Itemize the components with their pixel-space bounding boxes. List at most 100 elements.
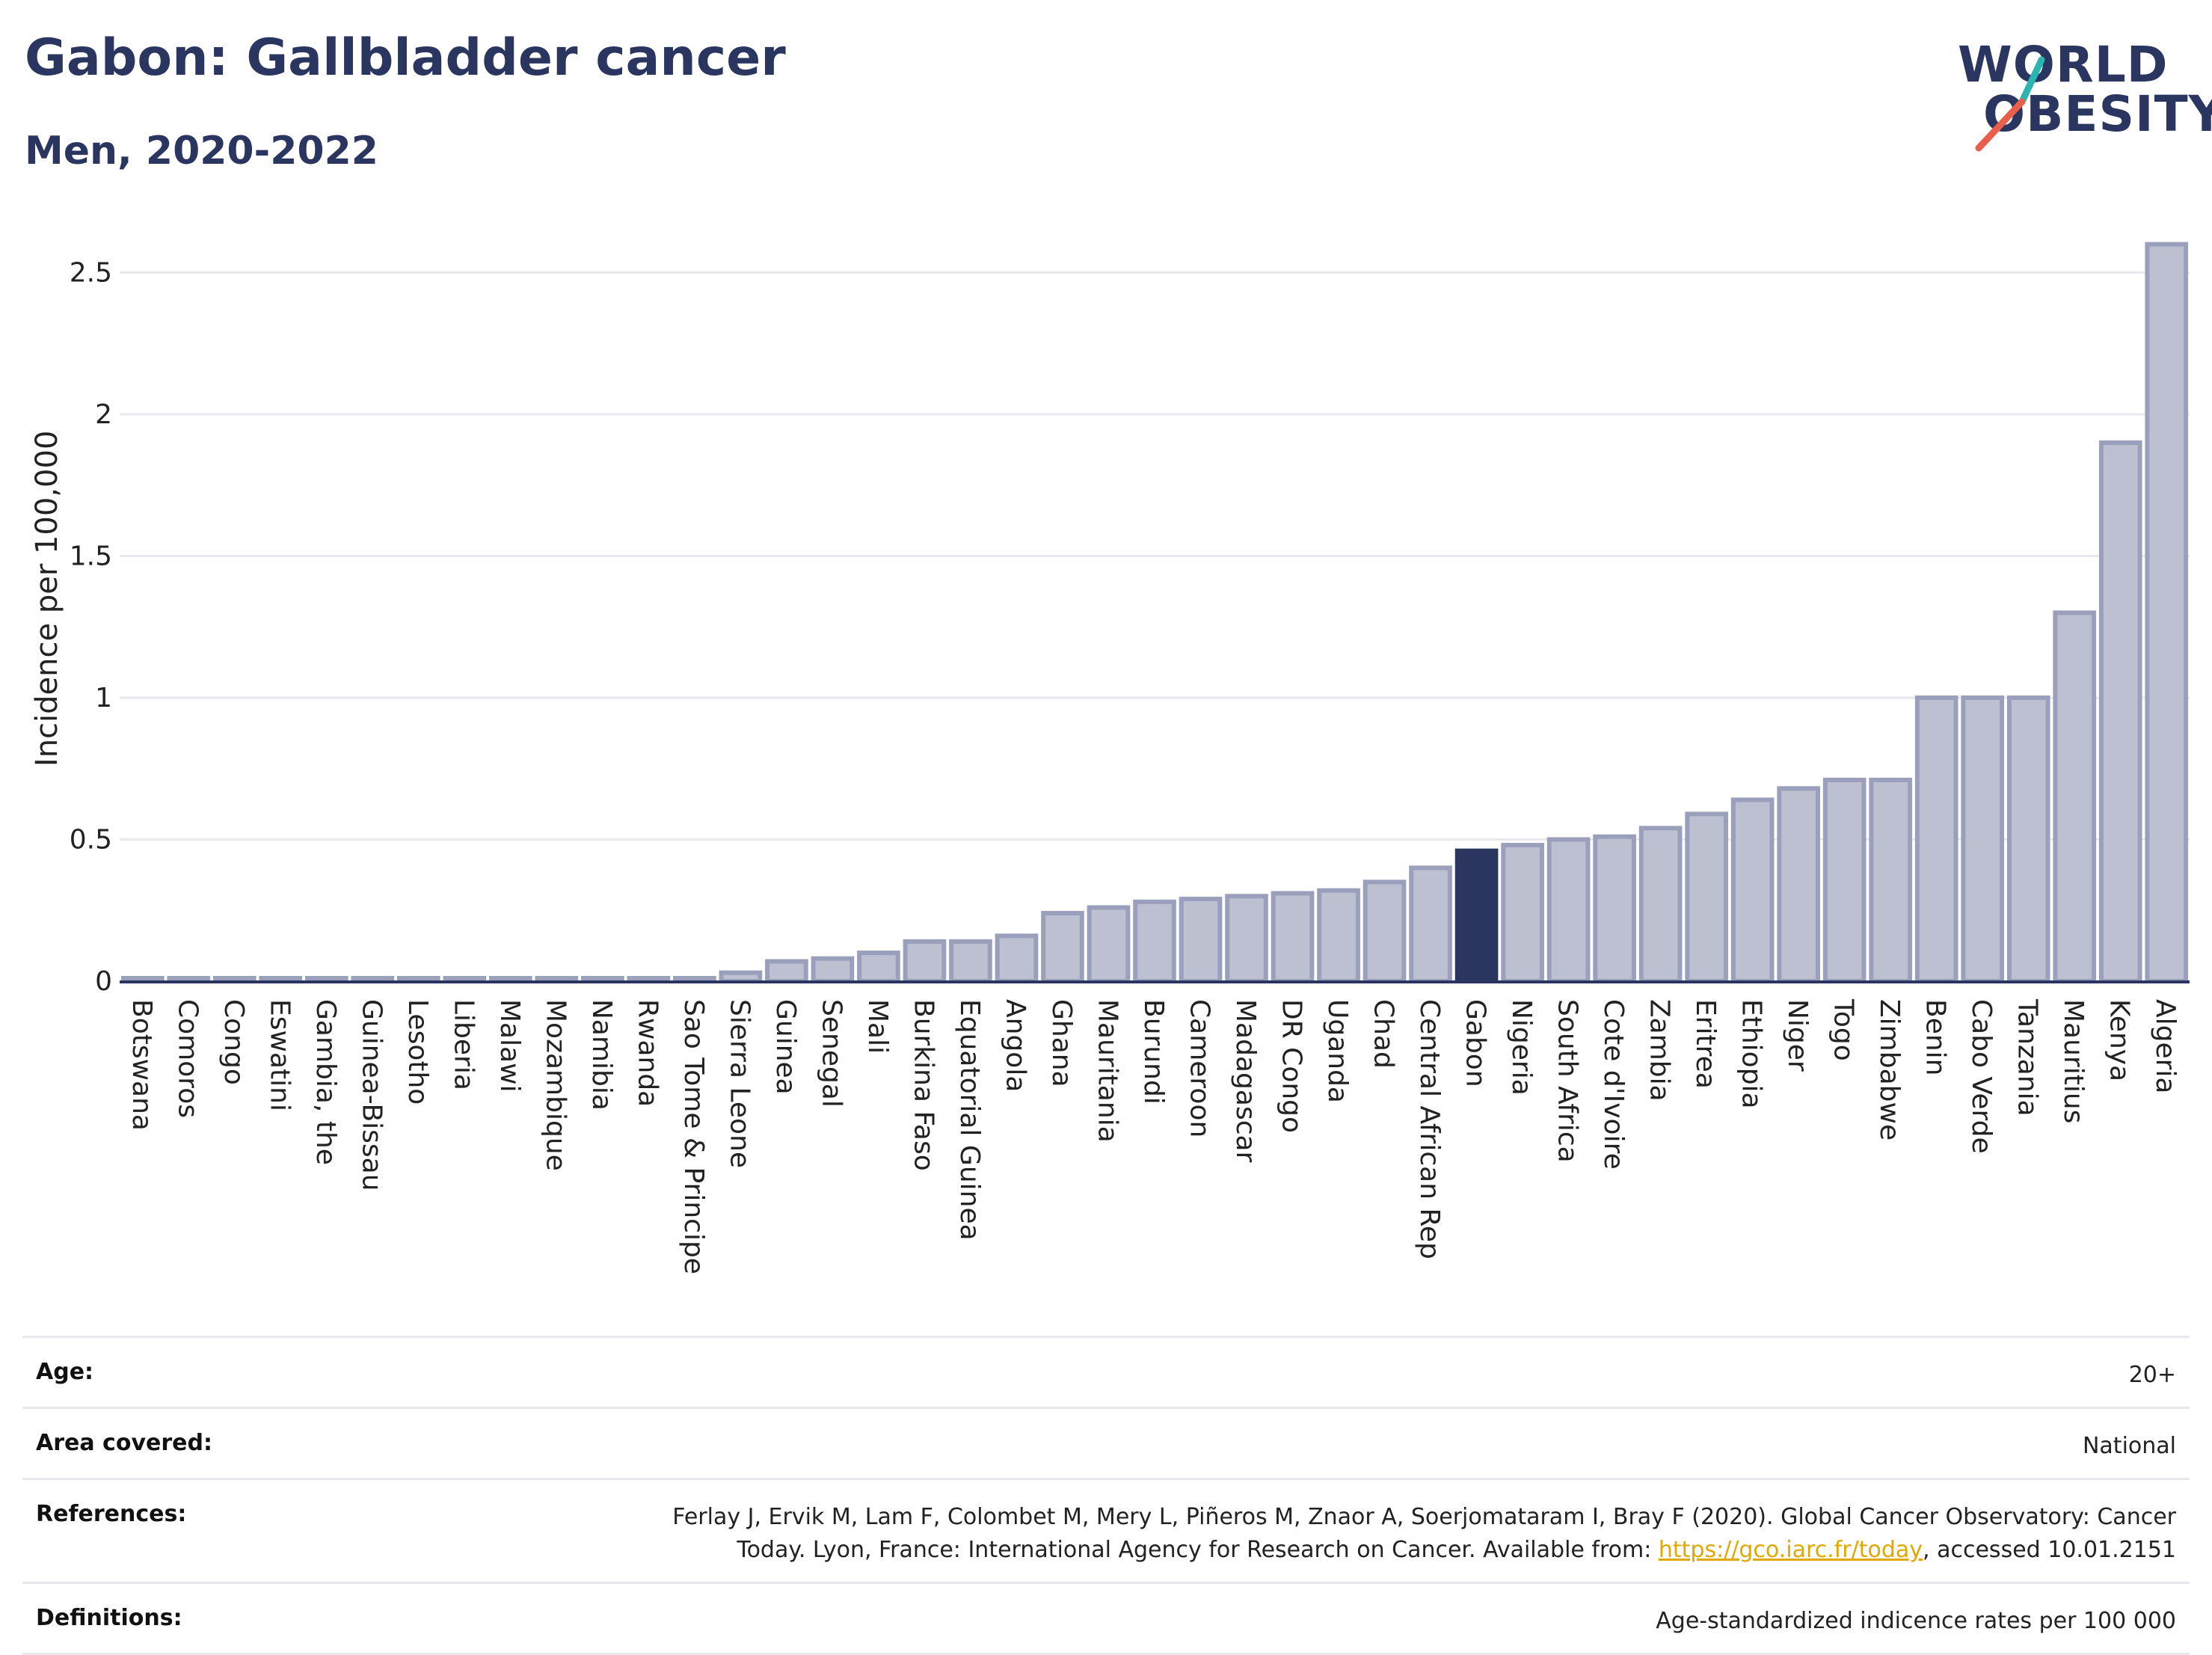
bar-niger[interactable] [1777,786,1820,984]
x-tick-label: Ghana [1046,999,1077,1087]
meta-label-area: Area covered: [36,1430,212,1456]
bar-gabon[interactable] [1454,848,1499,984]
x-tick-label: Comoros [172,999,203,1118]
x-tick-label: Malawi [494,999,525,1093]
bar-togo[interactable] [1822,777,1867,984]
bar-zambia[interactable] [1638,826,1683,983]
bar-eritrea[interactable] [1685,811,1728,984]
y-tick-label: 2 [95,399,112,430]
bar-uganda[interactable] [1317,888,1360,983]
bar-chad[interactable] [1362,879,1407,983]
bar-central-african-rep[interactable] [1409,865,1452,984]
x-tick-label: Botswana [126,999,157,1131]
x-tick-label: Mauritania [1092,999,1122,1143]
metadata-table: Age: 20+ Area covered: National Referenc… [22,1336,2190,1655]
x-tick-label: Burkina Faso [908,999,938,1171]
x-tick-label: Angola [1000,999,1030,1092]
bar-kenya[interactable] [2098,440,2142,983]
bar-ghana[interactable] [1041,911,1084,984]
y-tick-label: 0.5 [70,825,112,856]
bar-benin[interactable] [1914,696,1958,983]
meta-label-definitions: Definitions: [36,1605,182,1631]
bar-mali[interactable] [857,951,900,983]
meta-value-area: National [2082,1433,2176,1459]
bar-ethiopia[interactable] [1730,797,1775,983]
y-axis-ticks: 0 0.5 1 1.5 2 2.5 [70,258,112,998]
bar-equatorial-guinea[interactable] [949,939,992,983]
meta-value-age: 20+ [2128,1362,2176,1388]
y-tick-label: 1 [95,683,112,713]
bar-dr-congo[interactable] [1271,891,1315,984]
y-tick-label: 1.5 [70,541,112,572]
x-tick-label: Madagascar [1230,999,1261,1163]
bar-south-africa[interactable] [1546,837,1591,983]
x-tick-label: Namibia [586,999,617,1111]
x-tick-label: Guinea-Bissau [356,999,387,1191]
bar-mauritius[interactable] [2053,610,2097,983]
x-tick-label: Burundi [1138,999,1169,1105]
bar-burkina-faso[interactable] [903,939,947,983]
reference-line-2-prefix: Today. Lyon, France: International Agenc… [737,1537,1659,1563]
x-tick-label: Algeria [2150,999,2181,1094]
x-tick-label: Zimbabwe [1874,999,1905,1140]
world-obesity-logo: WORLD OBESITY [1944,30,2212,165]
x-axis-ticks: Botswana Comoros Congo Eswatini Gambia, the G… [126,998,2181,1274]
grid-lines [120,271,2190,841]
bar-nigeria[interactable] [1501,843,1544,983]
x-tick-label: Zambia [1644,999,1675,1102]
bar-chart: 0 0.5 1 1.5 2 2.5 Botswana Comoros Congo Eswatin… [30,242,2190,1274]
x-tick-label: Mozambique [540,999,571,1171]
y-axis-label: Incidence per 100,000 [30,431,64,767]
x-tick-label: Guinea [770,999,801,1095]
reference-link[interactable]: https://gco.iarc.fr/today [1658,1537,1923,1563]
bars [120,242,2189,984]
x-tick-label: Eritrea [1690,999,1721,1089]
x-tick-label: Tanzania [2012,998,2043,1117]
x-tick-label: Ethiopia [1736,999,1767,1109]
x-tick-label: Senegal [816,999,847,1108]
bar-guinea[interactable] [765,959,808,983]
bar-zimbabwe[interactable] [1869,777,1913,984]
x-tick-label: Gabon [1460,999,1491,1087]
bar-cameroon[interactable] [1179,897,1223,983]
x-tick-label: Lesotho [402,999,433,1105]
x-tick-label: Mali [862,999,893,1054]
meta-row-age: Age: 20+ [22,1336,2190,1407]
x-tick-label: Chad [1368,999,1399,1069]
bar-cabo-verde[interactable] [1961,696,2005,983]
bar-burundi[interactable] [1133,899,1176,984]
x-tick-label: Equatorial Guinea [954,999,985,1241]
bar-cote-d-ivoire[interactable] [1593,834,1636,983]
logo-line-1: WORLD [1958,36,2169,93]
meta-value-definitions: Age-standardized indicence rates per 100… [1656,1608,2176,1634]
bar-mauritania[interactable] [1087,905,1131,983]
reference-line-2-suffix: , accessed 10.01.2151 [1923,1537,2176,1563]
x-tick-label: Central African Rep [1414,999,1445,1259]
x-tick-label: Niger [1782,999,1813,1072]
bar-sierra-leone[interactable] [719,970,763,984]
bar-tanzania[interactable] [2006,696,2050,983]
page-title: Gabon: Gallbladder cancer [25,28,786,87]
bar-senegal[interactable] [811,956,855,984]
logo-line-2: OBESITY [1983,85,2212,143]
bar-algeria[interactable] [2145,242,2189,984]
meta-row-definitions: Definitions: Age-standardized indicence … [22,1582,2190,1655]
meta-label-age: Age: [36,1359,94,1385]
x-tick-label: Kenya [2104,999,2135,1081]
x-tick-label: South Africa [1552,999,1583,1163]
x-tick-label: Nigeria [1506,999,1537,1096]
x-tick-label: Cabo Verde [1966,999,1997,1154]
x-tick-label: Rwanda [632,999,663,1107]
x-tick-label: Gambia, the [310,999,341,1165]
bar-angola[interactable] [995,933,1039,983]
meta-row-references: References: Ferlay J, Ervik M, Lam F, Co… [22,1478,2190,1582]
x-tick-label: Togo [1828,998,1859,1061]
x-tick-label: Mauritius [2058,999,2089,1123]
x-tick-label: Sierra Leone [724,999,755,1168]
y-tick-label: 0 [95,966,112,997]
y-tick-label: 2.5 [70,258,112,289]
bar-madagascar[interactable] [1225,894,1268,984]
reference-line-1: Ferlay J, Ervik M, Lam F, Colombet M, Me… [672,1504,2176,1530]
x-tick-label: DR Congo [1276,999,1307,1133]
logo-slash-icon [1975,56,2045,152]
